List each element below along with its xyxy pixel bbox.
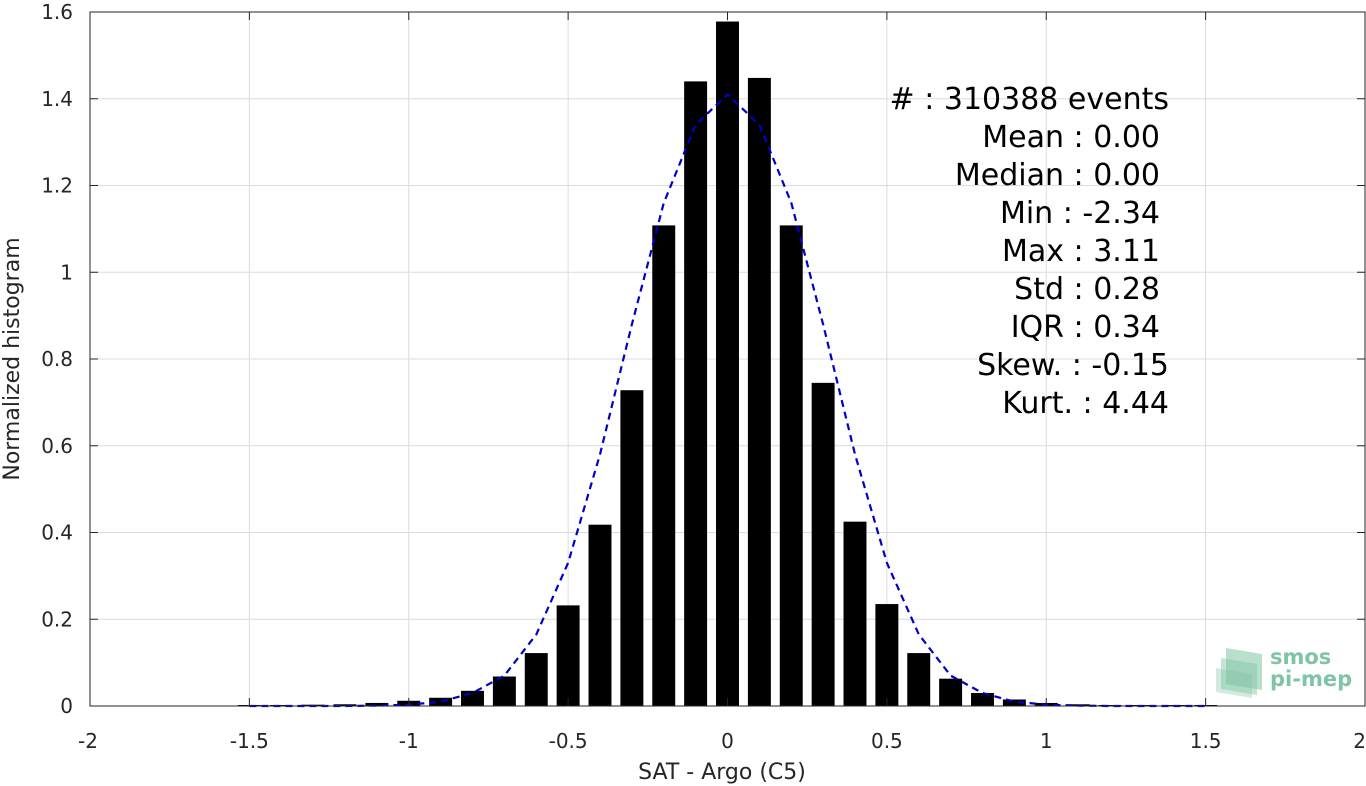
- histogram-bar: [779, 225, 803, 706]
- y-tick-label: 0.4: [41, 521, 73, 545]
- stats-skew: Skew. : -0.15: [977, 348, 1169, 383]
- stats-iqr: IQR : 0.34: [1011, 310, 1160, 345]
- stats-kurt: Kurt. : 4.44: [1002, 386, 1169, 421]
- x-tick-label: -1.5: [230, 729, 269, 753]
- histogram-bar: [429, 697, 453, 706]
- stats-mean: Mean : 0.00: [982, 120, 1160, 155]
- histogram-bar: [811, 382, 835, 706]
- histogram-bar: [939, 678, 963, 706]
- x-tick-labels: -2 -1.5 -1 -0.5 0 0.5 1 1.5 2: [78, 729, 1366, 753]
- y-tick-labels: 0 0.2 0.4 0.6 0.8 1 1.2 1.4 1.6: [41, 0, 73, 718]
- y-tick-label: 1.2: [41, 174, 73, 198]
- stats-median: Median : 0.00: [955, 158, 1160, 193]
- histogram-bar: [716, 21, 739, 707]
- y-tick-label: 0.6: [41, 434, 73, 458]
- logo-text-line1: smos: [1270, 645, 1331, 669]
- y-tick-label: 0.8: [41, 347, 73, 371]
- histogram-bar: [333, 704, 357, 706]
- x-axis-label: SAT - Argo (C5): [638, 760, 806, 785]
- histogram-bar: [652, 225, 676, 706]
- histogram-bars: [237, 21, 1218, 707]
- histogram-bar: [492, 676, 516, 706]
- stats-min: Min : -2.34: [1000, 196, 1160, 231]
- histogram-bar: [971, 692, 994, 706]
- x-tick-label: -1: [399, 729, 419, 753]
- axis-ticks: [89, 11, 1366, 707]
- logo-text-line2: pi-mep: [1270, 667, 1352, 691]
- y-tick-label: 1: [60, 260, 73, 284]
- histogram-bar: [747, 77, 771, 707]
- histogram-bar: [843, 521, 867, 706]
- y-tick-label: 0.2: [41, 607, 73, 631]
- y-tick-label: 0: [60, 694, 73, 718]
- histogram-bar: [524, 653, 548, 706]
- x-tick-label: 0.5: [871, 729, 903, 753]
- y-axis-label: Normalized histogram: [0, 237, 25, 480]
- histogram-bar: [588, 524, 612, 706]
- histogram-bar: [620, 390, 644, 706]
- x-tick-label: -0.5: [549, 729, 588, 753]
- x-tick-label: 2: [1353, 729, 1366, 753]
- histogram-bar: [461, 690, 484, 706]
- x-tick-label: -2: [78, 729, 98, 753]
- stats-std: Std : 0.28: [1014, 272, 1160, 307]
- stats-max: Max : 3.11: [1002, 234, 1160, 269]
- stats-count: # : 310388 events: [890, 82, 1169, 117]
- histogram-bar: [1002, 699, 1026, 706]
- histogram-bar: [365, 702, 389, 706]
- histogram-bar: [684, 81, 708, 706]
- x-tick-label: 0: [721, 729, 734, 753]
- y-tick-label: 1.6: [41, 0, 73, 24]
- x-tick-label: 1.5: [1190, 729, 1222, 753]
- stats-box: # : 310388 events Mean : 0.00 Median : 0…: [890, 82, 1169, 421]
- smos-pimep-logo: smos pi-mep: [1216, 645, 1352, 698]
- histogram-bar: [907, 653, 931, 706]
- histogram-bar: [875, 604, 899, 706]
- x-tick-label: 1: [1040, 729, 1053, 753]
- y-tick-label: 1.4: [41, 87, 73, 111]
- histogram-bar: [556, 605, 580, 706]
- logo-mark-icon: [1216, 648, 1262, 698]
